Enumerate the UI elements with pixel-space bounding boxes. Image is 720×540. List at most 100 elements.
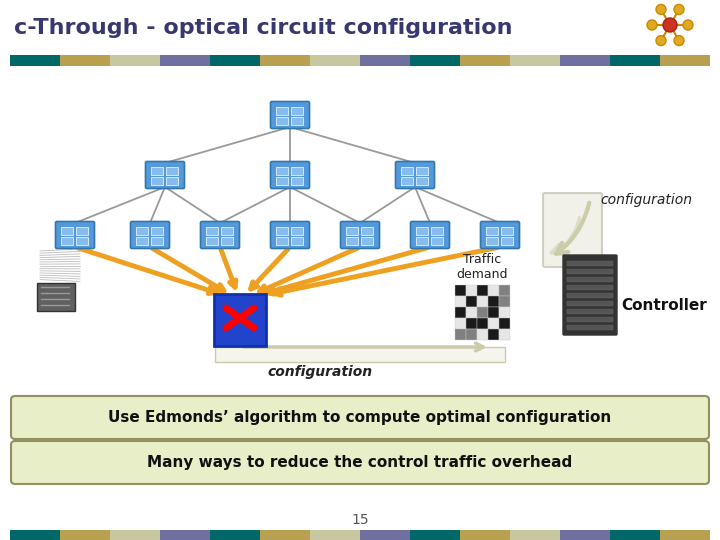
FancyBboxPatch shape <box>11 396 709 439</box>
Bar <box>276 237 288 245</box>
FancyBboxPatch shape <box>543 193 602 267</box>
Bar <box>567 293 613 298</box>
Circle shape <box>647 20 657 30</box>
Circle shape <box>663 18 677 32</box>
Bar <box>499 285 510 295</box>
FancyBboxPatch shape <box>55 221 94 248</box>
FancyArrowPatch shape <box>552 218 580 254</box>
Bar <box>160 530 210 540</box>
Bar <box>76 227 88 235</box>
Bar <box>151 177 163 185</box>
FancyBboxPatch shape <box>395 161 434 188</box>
Bar <box>276 107 288 115</box>
Bar <box>10 55 60 66</box>
Bar <box>455 307 466 318</box>
Bar <box>460 530 510 540</box>
Bar <box>466 329 477 340</box>
Bar <box>206 227 218 235</box>
Bar <box>151 227 163 235</box>
Text: Use Edmonds’ algorithm to compute optimal configuration: Use Edmonds’ algorithm to compute optima… <box>109 410 611 425</box>
Bar <box>477 285 487 295</box>
Bar <box>455 318 466 328</box>
Bar <box>151 237 163 245</box>
Bar <box>455 329 466 340</box>
Bar <box>221 237 233 245</box>
Bar <box>346 227 358 235</box>
Bar <box>477 296 487 307</box>
Bar <box>110 530 160 540</box>
Bar <box>276 177 288 185</box>
Bar <box>477 307 487 318</box>
Bar <box>567 285 613 290</box>
Circle shape <box>674 36 684 45</box>
Bar <box>466 285 477 295</box>
Bar <box>431 237 443 245</box>
Bar <box>488 296 498 307</box>
FancyBboxPatch shape <box>214 294 266 346</box>
Bar <box>486 227 498 235</box>
Text: Traffic
demand: Traffic demand <box>456 253 508 281</box>
Bar <box>410 530 459 540</box>
Bar <box>610 530 660 540</box>
Bar <box>460 55 510 66</box>
Text: 15: 15 <box>351 513 369 527</box>
FancyBboxPatch shape <box>410 221 449 248</box>
Bar <box>361 227 373 235</box>
FancyBboxPatch shape <box>200 221 240 248</box>
Bar <box>166 177 178 185</box>
Circle shape <box>683 20 693 30</box>
Circle shape <box>674 4 684 15</box>
Text: Many ways to reduce the control traffic overhead: Many ways to reduce the control traffic … <box>148 455 572 470</box>
Bar <box>486 237 498 245</box>
FancyBboxPatch shape <box>563 255 617 335</box>
Bar <box>488 318 498 328</box>
Bar <box>60 55 109 66</box>
Bar <box>455 296 466 307</box>
Bar <box>61 237 73 245</box>
Bar <box>136 227 148 235</box>
Bar <box>510 530 559 540</box>
Bar <box>455 285 466 295</box>
FancyBboxPatch shape <box>480 221 520 248</box>
Bar <box>501 237 513 245</box>
Bar <box>488 285 498 295</box>
Bar <box>61 227 73 235</box>
FancyBboxPatch shape <box>11 441 709 484</box>
Bar <box>431 227 443 235</box>
Bar <box>210 55 259 66</box>
Circle shape <box>656 36 666 45</box>
Bar <box>466 296 477 307</box>
Bar <box>510 55 559 66</box>
Bar <box>499 329 510 340</box>
Text: c-Through - optical circuit configuration: c-Through - optical circuit configuratio… <box>14 18 513 38</box>
Bar <box>560 530 610 540</box>
Bar <box>276 227 288 235</box>
Bar <box>660 530 709 540</box>
Bar <box>401 177 413 185</box>
Bar <box>499 318 510 328</box>
Bar <box>567 309 613 314</box>
Bar <box>477 318 487 328</box>
Bar <box>610 55 660 66</box>
Bar <box>360 530 410 540</box>
Bar <box>291 117 303 125</box>
Bar <box>361 237 373 245</box>
Bar <box>276 167 288 175</box>
Bar <box>360 55 410 66</box>
Bar <box>660 55 709 66</box>
FancyBboxPatch shape <box>271 221 310 248</box>
Bar <box>560 55 610 66</box>
Bar <box>60 530 109 540</box>
Bar <box>166 167 178 175</box>
FancyBboxPatch shape <box>130 221 169 248</box>
Bar <box>488 307 498 318</box>
FancyBboxPatch shape <box>145 161 184 188</box>
Bar <box>136 237 148 245</box>
Bar <box>291 107 303 115</box>
Bar <box>567 317 613 322</box>
Bar <box>499 307 510 318</box>
Bar <box>37 283 75 311</box>
Bar <box>567 325 613 330</box>
Bar <box>260 55 310 66</box>
Bar <box>291 237 303 245</box>
